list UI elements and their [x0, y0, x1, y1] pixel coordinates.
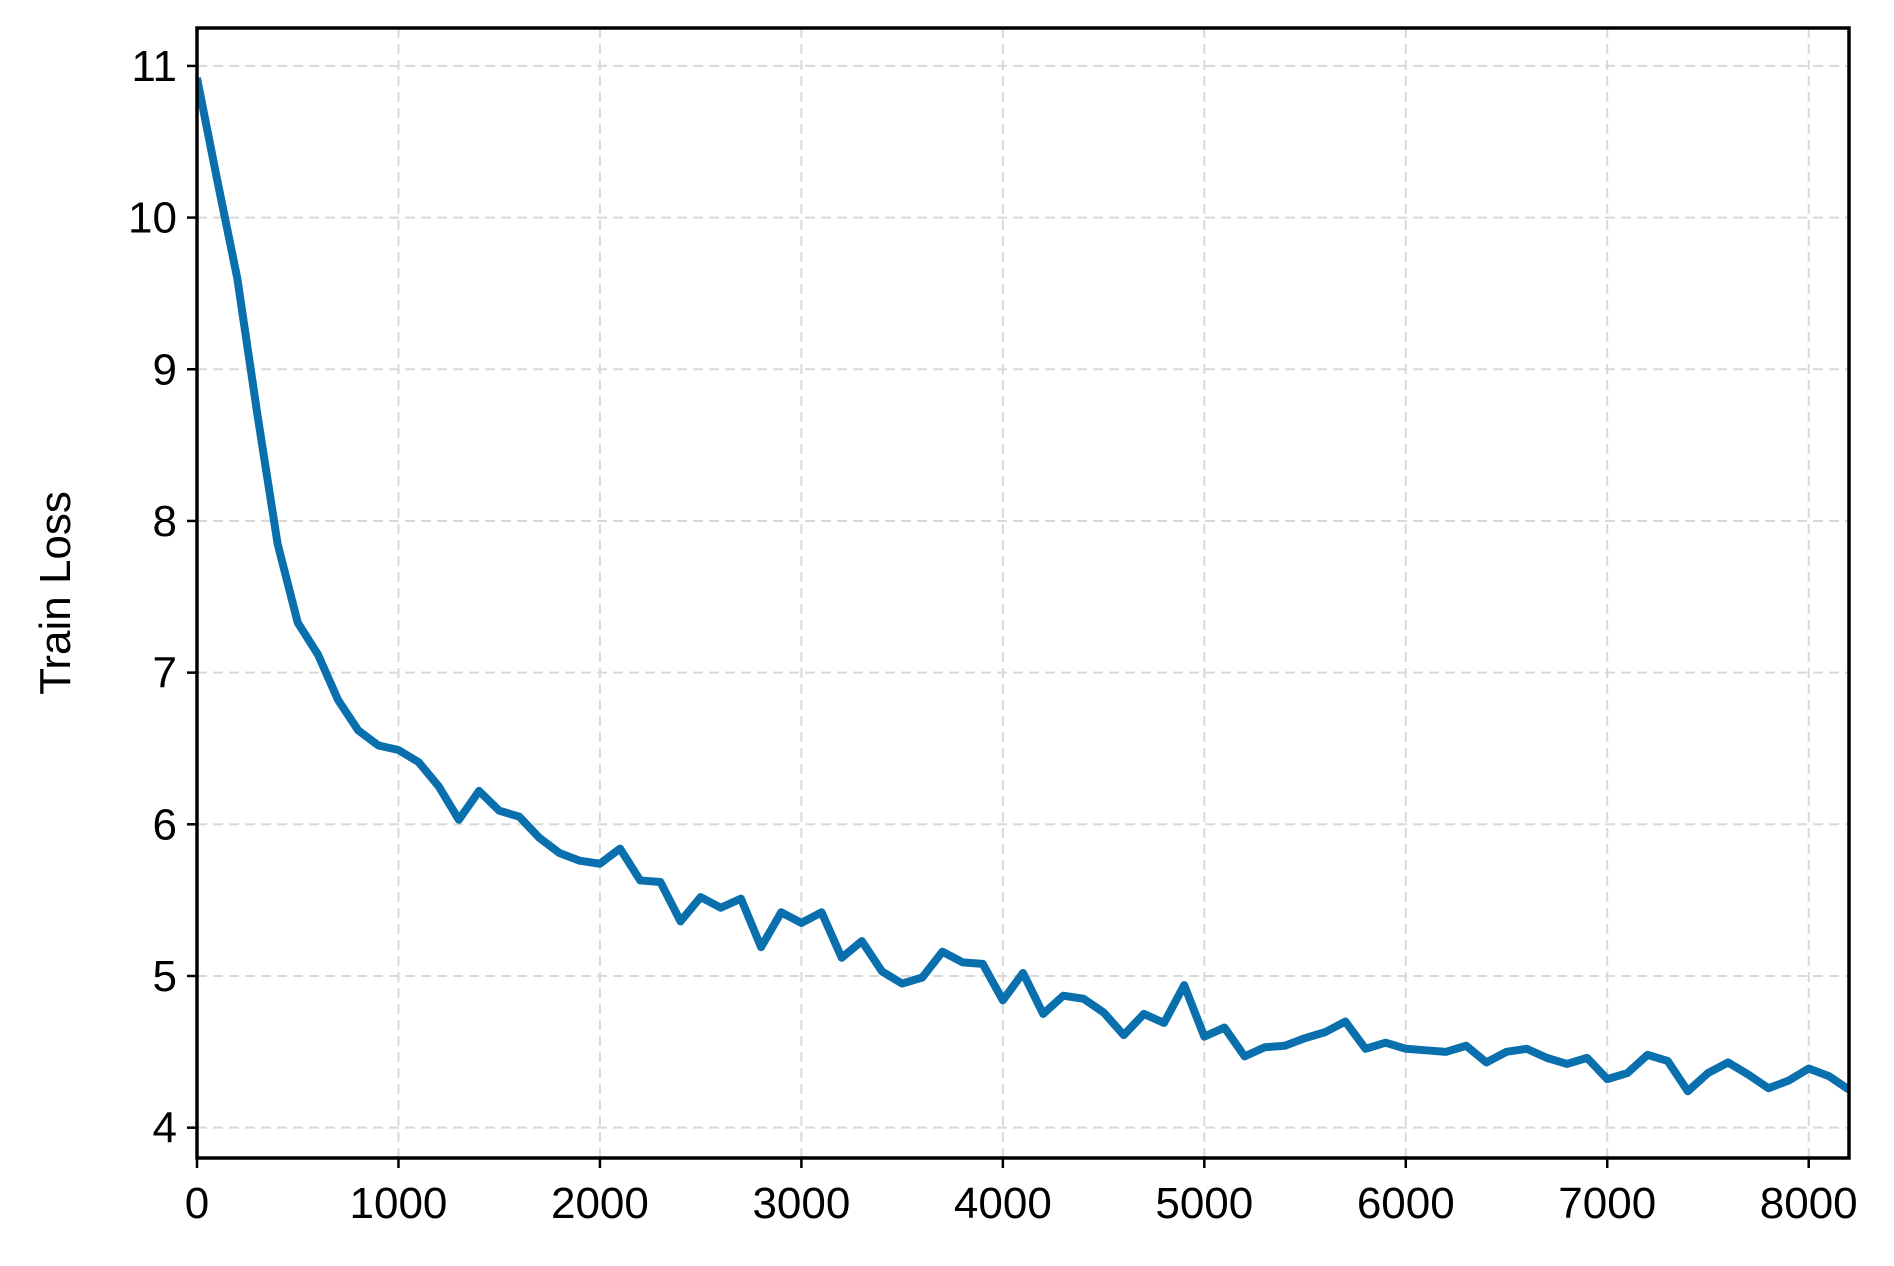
x-tick-label: 7000 [1558, 1179, 1656, 1228]
y-tick-label: 11 [131, 42, 177, 91]
x-tick-label: 5000 [1155, 1179, 1253, 1228]
y-tick-label: 4 [153, 1104, 177, 1153]
x-tick-label: 3000 [752, 1179, 850, 1228]
x-tick-label: 4000 [954, 1179, 1052, 1228]
x-tick-label: 8000 [1760, 1179, 1858, 1228]
x-tick-label: 6000 [1357, 1179, 1455, 1228]
series-line [197, 77, 1849, 1096]
y-axis-label: Train Loss [31, 491, 80, 695]
y-tick-label: 10 [128, 194, 177, 243]
series-layer [197, 77, 1849, 1096]
y-tick-label: 6 [153, 800, 177, 849]
y-tick-label: 5 [153, 952, 177, 1001]
plot-frame [195, 26, 1851, 1160]
y-tick-label: 8 [153, 497, 177, 546]
y-tick-label: 9 [153, 345, 177, 394]
x-tick-label: 2000 [551, 1179, 649, 1228]
grid-layer [196, 28, 1849, 1158]
y-tick-label: 7 [153, 649, 177, 698]
x-tick-label: 0 [185, 1179, 209, 1228]
x-tick-label: 1000 [350, 1179, 448, 1228]
ticks-layer: 0 1000 2000 3000 4000 5000 6000 7000 8000 4 5 6 7 8 9 1… [128, 42, 1858, 1228]
